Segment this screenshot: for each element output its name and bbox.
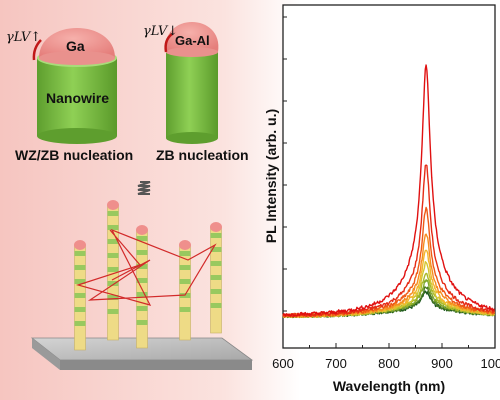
droplet-ga-label: Ga xyxy=(66,38,85,54)
droplet-ga-al xyxy=(165,22,219,52)
laser-coil-icon xyxy=(137,181,151,195)
caption-wz-zb-nucleation: WZ/ZB nucleation xyxy=(15,147,134,163)
droplet xyxy=(107,200,119,210)
x-tick-label: 800 xyxy=(378,356,400,371)
nanowire xyxy=(210,222,222,334)
droplet xyxy=(136,225,148,235)
nanowire-label: Nanowire xyxy=(46,90,110,106)
x-tick-label: 600 xyxy=(272,356,294,371)
substrate xyxy=(30,337,254,370)
pl-spectrum-chart: 600 700 800 900 1000 Wavelength (nm) PL Inte… xyxy=(263,4,500,394)
pl-spectrum-series-10 xyxy=(282,64,495,317)
contact-angle-arc-right xyxy=(164,33,173,53)
droplet-ga-al-label: Ga-Al xyxy=(175,33,210,48)
x-tick-label: 700 xyxy=(325,356,347,371)
cylinder-left xyxy=(32,28,117,144)
x-axis-label: Wavelength (nm) xyxy=(333,378,445,394)
nanowire-array-illustration xyxy=(30,181,254,370)
droplet xyxy=(74,240,86,250)
gamma-lv-up-label: γLV↑ xyxy=(6,30,42,45)
nanowire xyxy=(179,240,191,341)
y-axis-label: PL Intensity (arb. u.) xyxy=(263,109,279,243)
cylinder-right xyxy=(164,22,219,144)
plot-area xyxy=(282,4,496,349)
light-path-line xyxy=(75,228,217,306)
x-tick-label: 900 xyxy=(431,356,453,371)
droplet xyxy=(179,240,191,250)
gamma-lv-down-label: γLV↓ xyxy=(143,24,179,39)
caption-zb-nucleation: ZB nucleation xyxy=(156,147,249,163)
droplet-ga xyxy=(39,28,115,58)
nanowire xyxy=(107,200,119,341)
nanowire xyxy=(74,240,86,351)
x-tick-label: 1000 xyxy=(481,356,500,371)
droplet xyxy=(210,222,222,232)
light-scattering-paths xyxy=(75,228,217,306)
droplet-schematic xyxy=(32,22,219,144)
contact-angle-arc-left xyxy=(32,39,42,61)
